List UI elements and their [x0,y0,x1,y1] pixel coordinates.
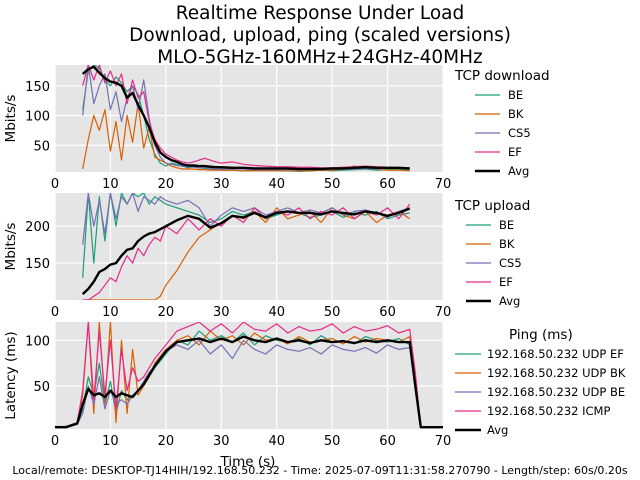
x-axis-label: Time (s) [220,454,276,470]
y-tick-label: 100 [25,334,50,349]
x-tick-label: 70 [435,305,452,320]
x-tick-label: 0 [51,177,59,192]
legend-label: Avg [487,423,508,437]
series-group [81,65,410,172]
x-tick-label: 0 [51,434,59,449]
plot-background [55,193,443,300]
x-tick-label: 30 [213,305,230,320]
series-group [81,193,411,300]
legend-label: BK [499,237,515,251]
y-tick-label: 150 [25,80,50,95]
y-axis-label: Mbits/s [3,95,19,143]
y-tick-label: 50 [33,139,50,154]
series-line-192-168-50-232-udp-be [55,339,443,428]
chart-title-line-2: Download, upload, ping (scaled versions) [129,25,511,46]
x-tick-label: 70 [435,434,452,449]
series-line-cs5 [82,193,410,245]
series-line-bk [82,102,410,172]
series-group [55,322,443,429]
x-tick-label: 40 [268,177,285,192]
x-tick-label: 60 [379,305,396,320]
y-tick-label: 200 [25,220,50,235]
legend-label: CS5 [508,126,531,140]
legend-title: Ping (ms) [509,327,573,343]
panel-1: 0 10 20 30 40 50 60 70 50 100 150 Mbits/s TCP downlo… [3,65,550,192]
x-tick-label: 10 [102,177,119,192]
x-tick-label: 30 [213,177,230,192]
x-tick-label: 20 [158,305,175,320]
series-line-avg [81,207,411,295]
legend-label: 192.168.50.232 UDP EF [487,347,624,361]
legend-label: 192.168.50.232 UDP BK [487,366,626,380]
legend-title: TCP upload [454,198,530,214]
footer-info: Local/remote: DESKTOP-TJ14HIH/192.168.50… [12,464,628,477]
y-tick-label: 50 [33,380,50,395]
x-tick-label: 20 [158,177,175,192]
chart-title-line-1: Realtime Response Under Load [176,3,465,24]
x-tick-label: 60 [379,177,396,192]
x-tick-label: 50 [324,434,341,449]
legend-label: EF [508,145,522,159]
y-tick-label: 100 [25,110,50,125]
legend-label: Avg [499,294,520,308]
y-tick-label: 150 [25,257,50,272]
series-line-avg [81,65,410,171]
series-line-avg [55,335,443,429]
legend-label: BE [499,218,514,232]
legend-label: 192.168.50.232 UDP BE [487,385,625,399]
chart-title-line-3: MLO-5GHz-160MHz+24GHz-40MHz [157,47,482,68]
panel-3: 0 10 20 30 40 50 60 70 50 100 Latency (ms) Time (s)… [3,322,626,470]
plot-background [55,65,443,172]
legend-label: CS5 [499,256,522,270]
x-tick-label: 10 [102,305,119,320]
series-line-192-168-50-232-icmp [55,322,443,428]
x-tick-label: 60 [379,434,396,449]
legend-label: EF [499,275,513,289]
series-line-be [82,193,410,278]
legend-label: BE [508,88,523,102]
x-tick-label: 10 [102,434,119,449]
legend-title: TCP download [454,68,550,84]
legend-label: 192.168.50.232 ICMP [487,404,610,418]
x-tick-label: 70 [435,177,452,192]
x-tick-label: 50 [324,177,341,192]
legend-label: Avg [508,164,529,178]
x-tick-label: 40 [268,305,285,320]
y-axis-label: Latency (ms) [3,331,19,419]
x-tick-label: 50 [324,305,341,320]
y-axis-label: Mbits/s [3,223,19,271]
panel-2: 0 10 20 30 40 50 60 70 150 200 Mbits/s TCP upload BE… [3,193,530,320]
legend-label: BK [508,107,524,121]
x-tick-label: 20 [158,434,175,449]
x-tick-label: 0 [51,305,59,320]
x-tick-label: 40 [268,434,285,449]
x-tick-label: 30 [213,434,230,449]
